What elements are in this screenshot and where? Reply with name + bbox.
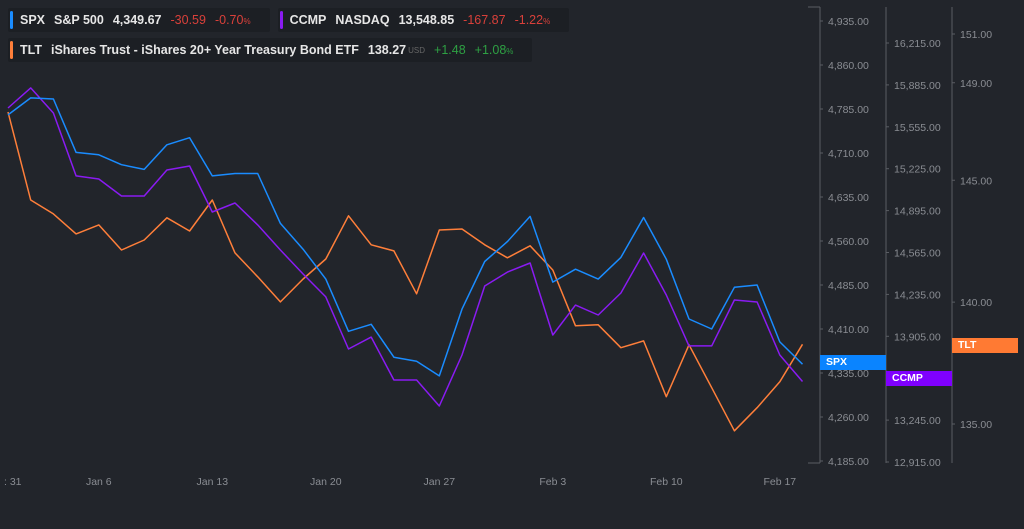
x-tick-label: Jan 6 — [86, 476, 112, 488]
ccmp-price-badge: CCMP — [886, 371, 952, 386]
spx-tick-label: 4,860.00 — [828, 60, 869, 72]
legend-row-1: SPX S&P 500 4,349.67 -30.59 -0.70% CCMP … — [8, 8, 570, 32]
ccmp-tick-label: 13,905.00 — [894, 331, 941, 343]
ccmp-tick-label: 15,555.00 — [894, 122, 941, 134]
ccmp-tick-label: 14,235.00 — [894, 289, 941, 301]
spx-ticker: SPX — [20, 13, 46, 27]
spx-tick-label: 4,485.00 — [828, 280, 869, 292]
tlt-name: iShares Trust - iShares 20+ Year Treasur… — [50, 43, 359, 57]
spx-tick-label: 4,335.00 — [828, 368, 869, 380]
ccmp-ticker: CCMP — [289, 13, 327, 27]
legend-row-2: TLT iShares Trust - iShares 20+ Year Tre… — [8, 38, 533, 62]
ccmp-name: NASDAQ — [335, 13, 390, 27]
x-tick-label: Jan 20 — [310, 476, 342, 488]
spx-name: S&P 500 — [54, 13, 104, 27]
spx-tick-label: 4,560.00 — [828, 236, 869, 248]
ccmp-price: 13,548.85 — [398, 13, 455, 27]
tlt-series-line — [7, 111, 804, 432]
spx-tick-label: 4,185.00 — [828, 456, 869, 468]
ccmp-tick-label: 15,885.00 — [894, 80, 941, 92]
spx-tick-label: 4,635.00 — [828, 192, 869, 204]
ccmp-tick-label: 15,225.00 — [894, 164, 941, 176]
tlt-tick-label: 135.00 — [960, 419, 992, 431]
legend-item-ccmp[interactable]: CCMP NASDAQ 13,548.85 -167.87 -1.22% — [277, 8, 570, 32]
x-tick-label: Jan 27 — [424, 476, 456, 488]
tlt-tick-label: 140.00 — [960, 297, 992, 309]
x-tick-label: Jan 13 — [197, 476, 229, 488]
spx-change-pct: -0.70% — [214, 13, 251, 27]
x-tick-label: Feb 3 — [539, 476, 566, 488]
tlt-price-badge: TLT — [952, 338, 1018, 353]
legend-item-spx[interactable]: SPX S&P 500 4,349.67 -30.59 -0.70% — [8, 8, 270, 32]
x-tick-label: Feb 17 — [763, 476, 796, 488]
ccmp-tick-label: 14,895.00 — [894, 206, 941, 218]
spx-tick-label: 4,785.00 — [828, 104, 869, 116]
tlt-price: 138.27 — [367, 43, 407, 57]
spx-tick-label: 4,935.00 — [828, 16, 869, 28]
x-tick-label: Feb 10 — [650, 476, 683, 488]
tlt-change: +1.48 — [434, 43, 466, 57]
tlt-currency: USD — [408, 45, 426, 55]
spx-tick-label: 4,710.00 — [828, 148, 869, 160]
tlt-swatch — [10, 41, 13, 59]
ccmp-swatch — [279, 11, 283, 29]
ccmp-change: -167.87 — [463, 13, 506, 27]
ccmp-change-pct: -1.22% — [514, 13, 551, 27]
ccmp-tick-label: 12,915.00 — [894, 457, 941, 469]
tlt-tick-label: 149.00 — [960, 78, 992, 90]
tlt-change-pct: +1.08% — [474, 43, 514, 57]
ccmp-tick-label: 16,215.00 — [894, 38, 941, 50]
x-tick-label: : 31 — [4, 476, 22, 488]
legend-item-tlt[interactable]: TLT iShares Trust - iShares 20+ Year Tre… — [8, 38, 533, 62]
spx-series-line — [7, 97, 804, 377]
spx-price-badge: SPX — [820, 355, 886, 370]
tlt-tick-label: 151.00 — [960, 29, 992, 41]
spx-tick-label: 4,260.00 — [828, 412, 869, 424]
spx-price: 4,349.67 — [112, 13, 162, 27]
tlt-tick-label: 145.00 — [960, 175, 992, 187]
tlt-ticker: TLT — [20, 43, 42, 57]
spx-change: -30.59 — [170, 13, 206, 27]
spx-swatch — [10, 11, 13, 29]
ccmp-tick-label: 13,245.00 — [894, 415, 941, 427]
ccmp-tick-label: 14,565.00 — [894, 248, 941, 260]
ccmp-series-line — [7, 87, 804, 407]
spx-tick-label: 4,410.00 — [828, 324, 869, 336]
